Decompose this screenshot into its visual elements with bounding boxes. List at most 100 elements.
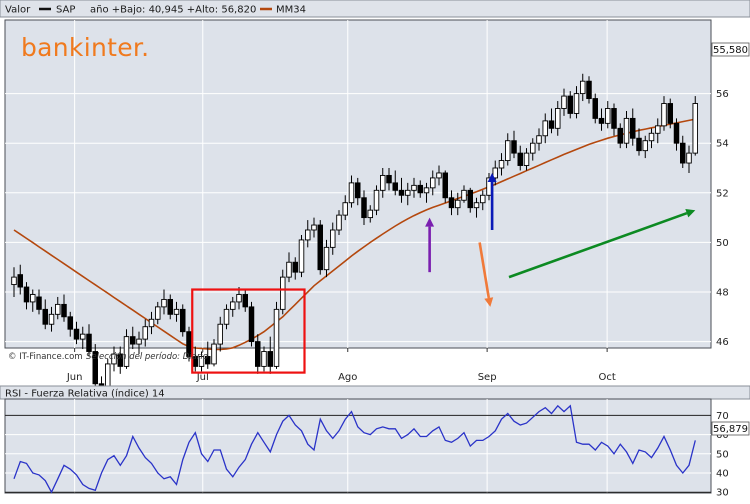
candle — [336, 210, 342, 235]
candle — [667, 98, 674, 129]
candle — [573, 86, 580, 119]
candle — [129, 326, 136, 350]
candle-body-down — [617, 127, 624, 144]
candle — [361, 190, 367, 226]
candle-body-up — [523, 152, 530, 166]
candle — [642, 135, 649, 159]
candle — [517, 145, 524, 171]
candle — [561, 88, 567, 116]
candle-body-up — [367, 209, 374, 219]
candle — [567, 91, 574, 119]
month-tick-label: Sep — [478, 372, 497, 383]
candle-body-up — [411, 184, 417, 191]
candle-body-down — [548, 120, 555, 129]
candle-body-down — [67, 316, 73, 330]
candle — [123, 329, 130, 369]
valor-label: Valor — [5, 5, 31, 16]
arrow-head — [487, 173, 497, 182]
month-tick-label: Jul — [196, 372, 209, 383]
candle-body-down — [392, 182, 399, 191]
date-x-axis: Jun Jul Ago Sep Oct — [66, 348, 616, 383]
candle-body-up — [430, 177, 436, 189]
candle-body-down — [355, 182, 361, 199]
candle-body-up — [536, 135, 542, 144]
candle — [211, 339, 217, 367]
candle — [136, 331, 142, 354]
header-background — [0, 0, 750, 18]
ma-label: MM34 — [276, 5, 306, 16]
rsi-tick-label: 50 — [716, 449, 729, 460]
candle-body-down — [167, 298, 173, 315]
candle-body-up — [148, 318, 155, 328]
candle — [311, 217, 317, 238]
candle — [436, 165, 442, 186]
candle-body-up — [373, 189, 380, 211]
candle — [461, 185, 467, 203]
candle — [367, 205, 374, 223]
candle — [530, 138, 536, 161]
candle-body-down — [511, 140, 517, 154]
candle — [467, 187, 474, 213]
candle-body-up — [173, 308, 180, 315]
candle — [17, 264, 24, 295]
candle-body-down — [254, 341, 261, 367]
candle — [23, 282, 30, 310]
candle — [417, 180, 424, 198]
arrow-head — [685, 209, 696, 218]
price-tick-label: 46 — [716, 337, 729, 348]
candle-body-down — [586, 80, 592, 100]
candle — [348, 175, 355, 208]
candle-body-down — [361, 197, 367, 219]
candle-body-up — [492, 167, 499, 179]
ma34-layer — [13, 118, 696, 351]
month-tick-label: Ago — [338, 372, 357, 383]
candle-body-up — [661, 103, 667, 127]
candle — [42, 299, 49, 330]
candle-body-up — [692, 103, 699, 154]
candle-body-up — [273, 308, 280, 367]
candle — [536, 128, 542, 151]
candle-body-down — [636, 137, 642, 152]
candle-body-down — [36, 296, 42, 310]
candle-body-up — [79, 333, 86, 340]
rsi-title: RSI - Fuerza Relativa (índice) 14 — [5, 388, 165, 400]
candle — [623, 110, 630, 149]
price-tick-label: 50 — [716, 238, 729, 249]
price-tick-label: 52 — [716, 188, 729, 199]
candle — [511, 130, 517, 159]
candle-body-up — [330, 229, 336, 248]
candle-body-down — [179, 308, 186, 333]
candle-body-down — [680, 142, 686, 164]
candle — [598, 108, 605, 131]
candle-body-up — [423, 187, 430, 194]
candle-body-down — [630, 117, 636, 139]
candle — [448, 190, 455, 216]
candle-body-down — [61, 303, 67, 318]
candle — [473, 197, 480, 218]
candle-body-down — [92, 351, 98, 385]
rsi-y-axis: 30 40 50 60 70 — [716, 411, 729, 499]
candle — [298, 234, 305, 278]
candle-body-up — [136, 338, 142, 345]
candle-body-down — [517, 152, 524, 166]
rsi-tick-label: 40 — [716, 469, 729, 480]
candle-body-up — [286, 261, 292, 278]
candle-body-up — [236, 294, 242, 303]
candle-body-down — [467, 189, 474, 209]
rsi-tick-label: 60 — [716, 430, 729, 441]
candle-body-up — [648, 132, 655, 142]
candle — [648, 128, 655, 149]
candle — [117, 346, 123, 374]
candle — [692, 96, 699, 156]
candle — [611, 103, 617, 136]
candle — [673, 118, 680, 151]
ma34-line — [13, 118, 696, 351]
period-selection-text: Selección del período: Diario — [86, 351, 208, 362]
candle-body-up — [280, 276, 286, 310]
candle — [217, 316, 223, 352]
rsi-grid — [5, 399, 711, 493]
candle-body-up — [473, 202, 480, 209]
candle — [605, 101, 611, 129]
source-credit: © IT-Finance.com — [8, 352, 83, 362]
